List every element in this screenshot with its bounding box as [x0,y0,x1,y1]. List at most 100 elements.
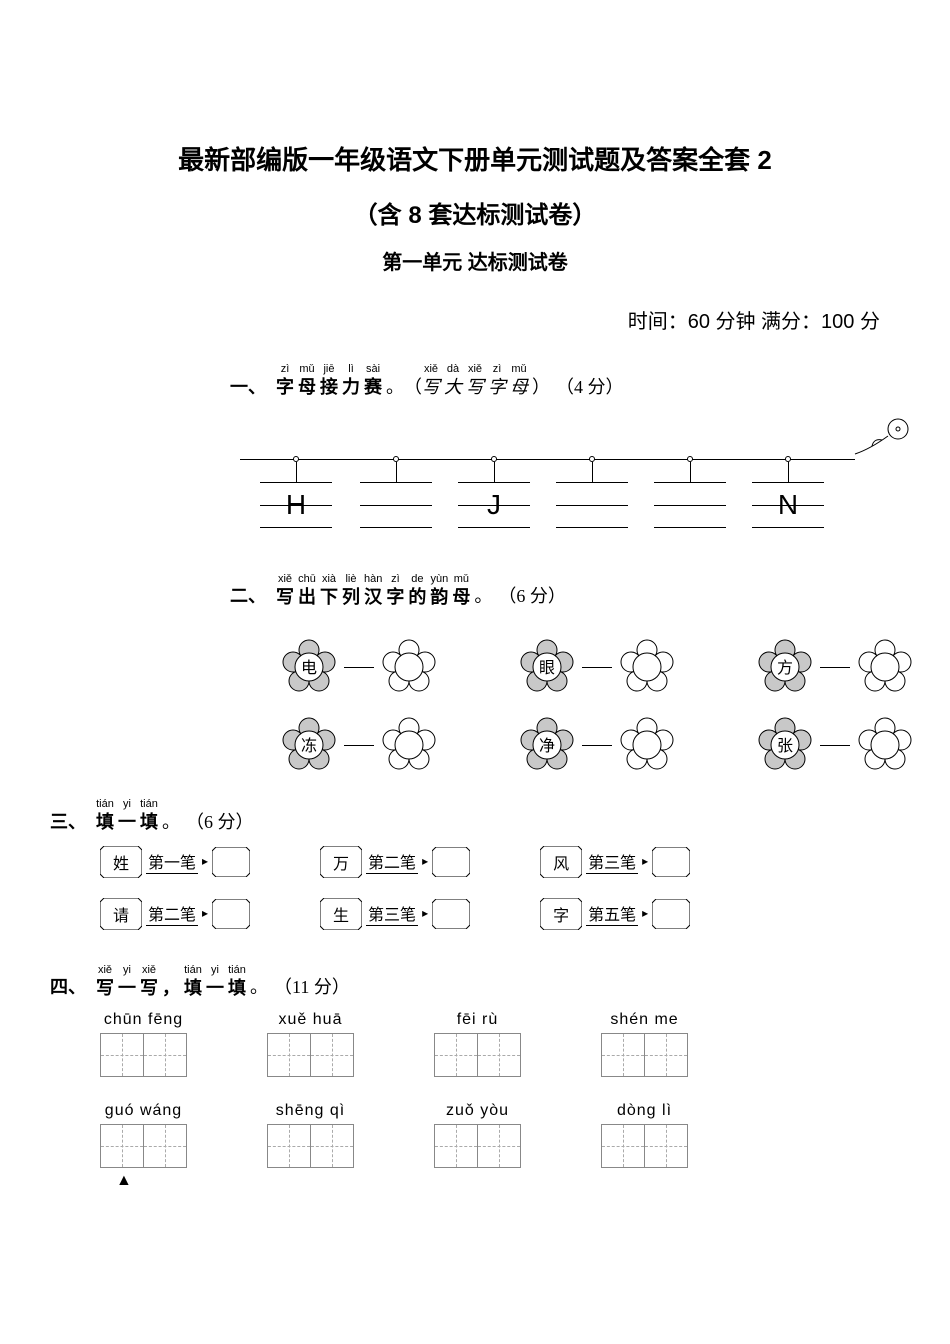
q1-heading: 一、 zì 字 mǔ 母 jiē 接 lì 力 sài 赛 。 （ xiě 写 … [230,359,900,399]
q2-heading: 二、 xiě 写 chū 出 xià 下 liè 列 hàn 汉 zì 字 de… [230,569,900,609]
q2-row: 电 眼 [280,638,900,696]
pinyin-label: guó wáng [105,1102,182,1120]
pinyin-label: zuǒ yòu [446,1102,509,1120]
stroke-item: 姓 第一笔 ▸ [100,846,250,878]
flower-pair: 冻 [280,716,438,774]
tianzi-grid [601,1033,688,1077]
question-3: 三、 tián 填 yi 一 tián 填 。 （6 分） 姓 第一笔 ▸ 万 … [50,794,900,930]
pinyin-char: yi 一 [118,965,136,1000]
pinyin-char: jiē 接 [320,364,338,399]
letter-slot: H [260,459,332,528]
pinyin-char: xià 下 [320,574,338,609]
pinyin-char: mǔ 母 [452,574,470,609]
pinyin-char: zì 字 [276,364,294,399]
pinyin-char: mǔ 母 [510,364,528,399]
pinyin-char: lì 力 [342,364,360,399]
tianzi-grid [601,1124,688,1168]
tianzi-grid [100,1033,187,1077]
stroke-label: 第三笔 [586,849,638,874]
pinyin-label: dòng lì [617,1102,672,1120]
flower-pair: 方 [756,638,914,696]
q2-row: 冻 净 [280,716,900,774]
stroke-label: 第五笔 [586,901,638,926]
flower-shape: 冻 [280,716,338,774]
pinyin-char: zì 字 [386,574,404,609]
q3-heading: 三、 tián 填 yi 一 tián 填 。 （6 分） [50,794,900,834]
tianzi-item: shén me [601,1011,688,1077]
flower-pair: 电 [280,638,438,696]
letter-slot: J [458,459,530,528]
letter-slot [556,459,628,528]
question-4: 四、 xiě 写 yi 一 xiě 写 ， tián 填 yi 一 tián 填… [50,960,900,1169]
pinyin-label: xuě huā [279,1011,343,1029]
pinyin-char: yùn 韵 [430,574,448,609]
tianzi-grid [267,1124,354,1168]
svg-text:净: 净 [539,737,555,755]
pinyin-label: chūn fēng [104,1011,183,1029]
flower-shape: 电 [280,638,338,696]
stroke-item: 字 第五笔 ▸ [540,898,690,930]
stroke-item: 万 第二笔 ▸ [320,846,470,878]
triangle-marker: ▲ [116,1172,132,1190]
stroke-label: 第二笔 [146,901,198,926]
tianzi-grid [267,1033,354,1077]
flower-shape: 方 [756,638,814,696]
stroke-label: 第一笔 [146,849,198,874]
q1-num: 一、 [230,373,266,399]
pinyin-char: xiě 写 [276,574,294,609]
question-1: 一、 zì 字 mǔ 母 jiē 接 lì 力 sài 赛 。 （ xiě 写 … [230,359,900,399]
q3-row: 请 第二笔 ▸ 生 第三笔 ▸ 字 第五笔 ▸ [100,898,900,930]
flower-shape: 张 [756,716,814,774]
tianzi-grid [100,1124,187,1168]
flower-shape [380,716,438,774]
pinyin-char: xiě 写 [466,364,484,399]
flower-shape [856,716,914,774]
q3-period: 。 [162,808,180,834]
pinyin-char: de 的 [408,574,426,609]
q3-num: 三、 [50,808,86,834]
pinyin-char: chū 出 [298,574,316,609]
q2-period: 。 [474,582,492,608]
pinyin-char: yi 一 [206,965,224,1000]
q3-points: （6 分） [186,808,254,834]
svg-text:冻: 冻 [301,737,317,755]
pinyin-label: shēng qì [276,1102,345,1120]
stroke-item: 风 第三笔 ▸ [540,846,690,878]
pinyin-label: fēi rù [457,1011,499,1029]
tianzi-item: zuǒ yòu [434,1102,521,1168]
pinyin-char: liè 列 [342,574,360,609]
flower-shape [856,638,914,696]
q1-relay: H J N [240,429,880,559]
flower-shape: 净 [518,716,576,774]
pinyin-char: tián 填 [184,965,202,1000]
tianzi-grid [434,1124,521,1168]
pinyin-char: xiě 写 [96,965,114,1000]
title-unit: 第一单元 达标测试卷 [50,246,900,275]
flower-pair: 净 [518,716,676,774]
flower-shape [380,638,438,696]
title-sub: （含 8 套达标测试卷） [50,195,900,230]
flower-shape [618,716,676,774]
flower-icon [850,414,920,469]
tianzi-item: xuě huā [267,1011,354,1077]
pinyin-char: tián 填 [140,799,158,834]
stroke-label: 第三笔 [366,901,418,926]
flower-pair: 张 [756,716,914,774]
q2-points: （6 分） [498,582,566,608]
svg-text:方: 方 [777,659,793,677]
q4-period: 。 [250,973,268,999]
letter-slot [360,459,432,528]
pinyin-char: mǔ 母 [298,364,316,399]
pinyin-char: sài 赛 [364,364,382,399]
letter-slot: N [752,459,824,528]
tianzi-grid [434,1033,521,1077]
flower-shape: 眼 [518,638,576,696]
letter-slot [654,459,726,528]
tianzi-item: chūn fēng [100,1011,187,1077]
pinyin-char: tián 填 [228,965,246,1000]
pinyin-char: hàn 汉 [364,574,382,609]
pinyin-char: yi 一 [118,799,136,834]
tianzi-item: shēng qì [267,1102,354,1168]
svg-text:电: 电 [301,659,317,677]
pinyin-label: shén me [610,1011,678,1029]
